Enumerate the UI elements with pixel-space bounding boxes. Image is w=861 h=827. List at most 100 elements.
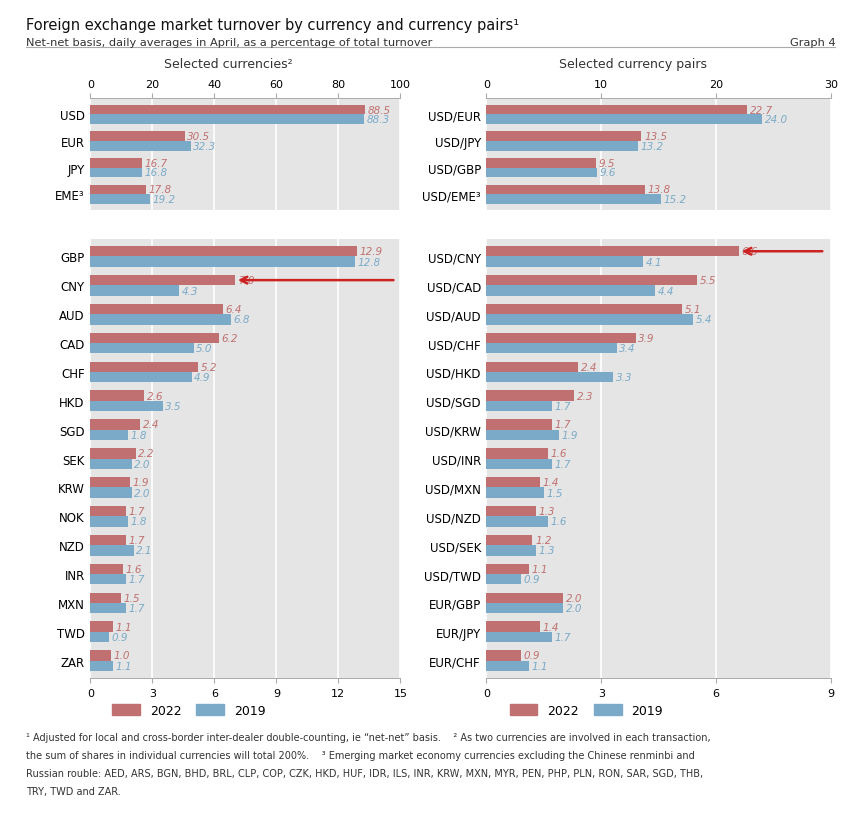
Text: 1.1: 1.1: [531, 661, 548, 671]
Text: 2.0: 2.0: [566, 593, 582, 603]
Bar: [90, 185, 146, 195]
Text: 3.3: 3.3: [616, 373, 632, 383]
Bar: [486, 286, 655, 296]
Bar: [90, 286, 179, 296]
Bar: [90, 488, 132, 498]
Text: 4.1: 4.1: [646, 257, 663, 267]
Text: 1.7: 1.7: [128, 604, 145, 614]
Text: 13.2: 13.2: [641, 141, 664, 151]
Text: 16.8: 16.8: [145, 168, 168, 178]
Text: 1.9: 1.9: [132, 478, 149, 488]
Bar: [486, 651, 521, 661]
Bar: [90, 333, 219, 344]
Text: 0.9: 0.9: [523, 651, 540, 661]
Bar: [90, 448, 136, 459]
Text: 22.7: 22.7: [750, 105, 773, 116]
Bar: [486, 632, 552, 643]
Text: 4.9: 4.9: [194, 373, 211, 383]
Bar: [90, 159, 142, 169]
Text: Foreign exchange market turnover by currency and currency pairs¹: Foreign exchange market turnover by curr…: [26, 18, 519, 33]
Bar: [486, 391, 574, 401]
Text: 3.9: 3.9: [639, 333, 655, 343]
Bar: [486, 106, 747, 115]
Text: 5.0: 5.0: [196, 344, 213, 354]
Bar: [90, 661, 113, 672]
Text: 2.4: 2.4: [142, 420, 159, 430]
Bar: [486, 593, 563, 603]
Text: 1.0: 1.0: [114, 651, 130, 661]
Text: TRY, TWD and ZAR.: TRY, TWD and ZAR.: [26, 786, 121, 796]
Bar: [90, 115, 364, 125]
Text: 1.6: 1.6: [126, 564, 142, 574]
Text: 1.3: 1.3: [539, 546, 555, 556]
Text: 88.3: 88.3: [367, 115, 390, 125]
Bar: [90, 506, 126, 517]
Text: 16.7: 16.7: [145, 159, 168, 169]
Bar: [90, 593, 121, 603]
Text: 32.3: 32.3: [193, 141, 216, 151]
Bar: [90, 546, 133, 556]
Bar: [486, 132, 641, 141]
Text: 1.2: 1.2: [536, 535, 552, 545]
Text: 6.8: 6.8: [233, 315, 250, 325]
Text: 1.7: 1.7: [128, 535, 145, 545]
Bar: [90, 257, 355, 267]
Text: Selected currency pairs: Selected currency pairs: [559, 58, 707, 71]
Text: 1.7: 1.7: [554, 420, 571, 430]
Text: 1.9: 1.9: [562, 430, 579, 440]
Text: 1.6: 1.6: [550, 517, 567, 527]
Text: Graph 4: Graph 4: [790, 38, 835, 48]
Bar: [90, 246, 357, 257]
Text: 6.4: 6.4: [225, 304, 242, 314]
Bar: [90, 517, 127, 527]
Text: 1.7: 1.7: [128, 506, 145, 516]
Bar: [486, 535, 532, 546]
Bar: [90, 195, 150, 204]
Text: 7.0: 7.0: [238, 275, 254, 286]
Text: 24.0: 24.0: [765, 115, 788, 125]
Bar: [90, 459, 132, 470]
Text: 1.5: 1.5: [124, 593, 140, 603]
Bar: [486, 275, 697, 286]
Bar: [486, 622, 540, 632]
Text: 5.5: 5.5: [700, 275, 716, 286]
Legend: 2022, 2019: 2022, 2019: [112, 704, 265, 717]
Bar: [90, 535, 126, 546]
Bar: [486, 477, 540, 488]
Bar: [90, 304, 223, 315]
Text: 5.1: 5.1: [684, 304, 701, 314]
Bar: [486, 195, 661, 204]
Text: 2.0: 2.0: [566, 604, 582, 614]
Bar: [90, 275, 235, 286]
Bar: [486, 159, 596, 169]
Text: 1.5: 1.5: [547, 488, 563, 498]
Bar: [90, 420, 140, 430]
Bar: [90, 106, 365, 115]
Text: 1.6: 1.6: [550, 449, 567, 459]
Text: 12.8: 12.8: [357, 257, 381, 267]
Bar: [90, 603, 126, 614]
Bar: [90, 141, 190, 151]
Text: 3.5: 3.5: [165, 402, 182, 412]
Text: 1.7: 1.7: [554, 459, 571, 469]
Text: Selected currencies²: Selected currencies²: [164, 58, 293, 71]
Bar: [486, 459, 552, 470]
Bar: [90, 477, 130, 488]
Bar: [486, 333, 635, 344]
Text: 0.9: 0.9: [523, 575, 540, 585]
Bar: [90, 391, 144, 401]
Bar: [486, 257, 643, 267]
Bar: [90, 564, 123, 574]
Bar: [486, 362, 579, 372]
Text: 2.4: 2.4: [581, 362, 598, 372]
Bar: [486, 169, 597, 178]
Bar: [486, 564, 529, 574]
Text: 2.6: 2.6: [146, 391, 163, 401]
Bar: [486, 506, 536, 517]
Bar: [90, 430, 127, 441]
Text: 0.9: 0.9: [111, 632, 128, 643]
Text: 9.5: 9.5: [598, 159, 615, 169]
Bar: [90, 372, 192, 383]
Text: 17.8: 17.8: [148, 185, 171, 195]
Text: 4.4: 4.4: [658, 286, 674, 296]
